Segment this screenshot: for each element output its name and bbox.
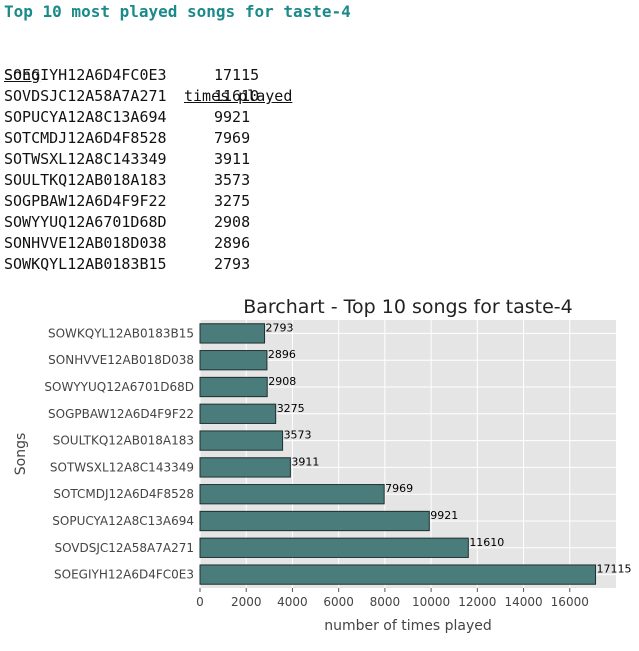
bar-value-label: 2896 — [268, 348, 296, 361]
bar — [199, 430, 284, 451]
song-id-cell: SONHVVE12AB018D038 — [4, 234, 167, 252]
bars — [199, 323, 597, 585]
times-played-cell: 3911 — [214, 150, 251, 168]
song-id-cell: SOULTKQ12AB018A183 — [4, 171, 167, 189]
x-tick-label: 14000 — [504, 595, 542, 609]
song-id-cell: SOWKQYL12AB0183B15 — [4, 255, 167, 273]
bar — [199, 510, 430, 532]
bar-value-label: 9921 — [430, 509, 458, 522]
y-tick-label: SOVDSJC12A58A7A271 — [54, 541, 194, 555]
bar-value-label: 3911 — [291, 455, 319, 468]
y-tick-labels: SOEGIYH12A6D4FC0E3 SOVDSJC12A58A7A271 SOPU… — [44, 326, 194, 581]
y-tick-label: SOWKQYL12AB0183B15 — [48, 326, 194, 340]
song-id-cell: SOWYYUQ12A6701D68D — [4, 213, 167, 231]
times-played-cell: 9921 — [214, 108, 251, 126]
x-tick-label: 6000 — [323, 595, 354, 609]
table-row: SOEGIYH12A6D4FC0E3 17115 — [4, 65, 324, 86]
bar-chart: Barchart - Top 10 songs for taste-4 1711… — [13, 296, 632, 634]
times-played-cell: 3573 — [214, 171, 251, 189]
table-row: SOTWSXL12A8C143349 3911 — [4, 149, 324, 170]
song-id-cell: SOEGIYH12A6D4FC0E3 — [4, 66, 167, 84]
bar — [199, 457, 291, 478]
bar-value-label: 11610 — [469, 536, 504, 549]
times-played-cell: 17115 — [214, 66, 260, 84]
x-tick-label: 2000 — [231, 595, 262, 609]
bar-value-label: 2908 — [268, 375, 296, 388]
x-axis-label: number of times played — [324, 618, 492, 634]
times-played-cell: 3275 — [214, 192, 251, 210]
song-id-cell: SOGPBAW12A6D4F9F22 — [4, 192, 167, 210]
bar — [199, 376, 268, 398]
y-tick-label: SOGPBAW12A6D4F9F22 — [48, 407, 194, 421]
column-header-times-played: times played — [184, 87, 293, 105]
table-row: SOPUCYA12A8C13A694 9921 — [4, 107, 324, 128]
column-header-song: Song — [4, 66, 41, 84]
song-id-cell: SOVDSJC12A58A7A271 — [4, 87, 167, 105]
x-tick-label: 16000 — [551, 595, 589, 609]
y-tick-label: SOTWSXL12A8C143349 — [50, 460, 194, 474]
table-row: SOTCMDJ12A6D4F8528 7969 — [4, 128, 324, 149]
y-axis-label: Songs — [13, 433, 29, 476]
x-tick-label: 4000 — [277, 595, 308, 609]
times-played-cell: 2793 — [214, 255, 251, 273]
y-tick-label: SOEGIYH12A6D4FC0E3 — [54, 568, 194, 582]
x-tick-label: 12000 — [458, 595, 496, 609]
x-tick-label: 8000 — [370, 595, 401, 609]
data-labels: 17115 11610 9921 7969 3911 3573 3275 2908 2896 27… — [266, 321, 632, 575]
table-row: SOULTKQ12AB018A183 3573 — [4, 170, 324, 191]
table-row: SONHVVE12AB018D038 2896 — [4, 233, 324, 254]
bar-value-label: 2793 — [266, 321, 294, 334]
times-played-cell: 2896 — [214, 234, 251, 252]
bar-value-label: 17115 — [597, 563, 632, 576]
y-tick-label: SOPUCYA12A8C13A694 — [52, 514, 194, 528]
y-tick-label: SOULTKQ12AB018A183 — [53, 434, 194, 448]
bar — [199, 350, 268, 371]
table-body: SOEGIYH12A6D4FC0E3 17115 SOVDSJC12A58A7A27… — [4, 65, 324, 275]
bar — [199, 323, 266, 344]
song-table: Song times played SOEGIYH12A6D4FC0E3 1711… — [4, 44, 324, 275]
page-title: Top 10 most played songs for taste-4 — [4, 2, 351, 21]
table-row: SOWKQYL12AB0183B15 2793 — [4, 254, 324, 275]
bar — [199, 564, 597, 585]
y-tick-label: SONHVVE12AB018D038 — [48, 353, 194, 367]
x-tick-label: 10000 — [412, 595, 450, 609]
times-played-cell: 2908 — [214, 213, 251, 231]
y-tick-label: SOWYYUQ12A6701D68D — [44, 380, 194, 394]
bar-value-label: 3275 — [277, 402, 305, 415]
bar — [199, 484, 385, 505]
chart-title: Barchart - Top 10 songs for taste-4 — [243, 296, 573, 318]
bar — [199, 403, 277, 424]
table-row: SOGPBAW12A6D4F9F22 3275 — [4, 191, 324, 212]
song-id-cell: SOTWSXL12A8C143349 — [4, 150, 167, 168]
table-row: SOVDSJC12A58A7A271 11610 — [4, 86, 324, 107]
bar-value-label: 3573 — [284, 429, 312, 442]
bar-value-label: 7969 — [385, 482, 413, 495]
song-id-cell: SOPUCYA12A8C13A694 — [4, 108, 167, 126]
table-header: Song times played — [4, 44, 324, 105]
times-played-cell: 7969 — [214, 129, 251, 147]
y-tick-label: SOTCMDJ12A6D4F8528 — [53, 487, 194, 501]
song-id-cell: SOTCMDJ12A6D4F8528 — [4, 129, 167, 147]
times-played-cell: 11610 — [214, 87, 260, 105]
x-tick-label: 0 — [196, 595, 204, 609]
table-row: SOWYYUQ12A6701D68D 2908 — [4, 212, 324, 233]
bar — [199, 537, 469, 558]
x-tick-labels: 0 2000 4000 6000 8000 10000 12000 14000 16000 — [196, 588, 589, 609]
